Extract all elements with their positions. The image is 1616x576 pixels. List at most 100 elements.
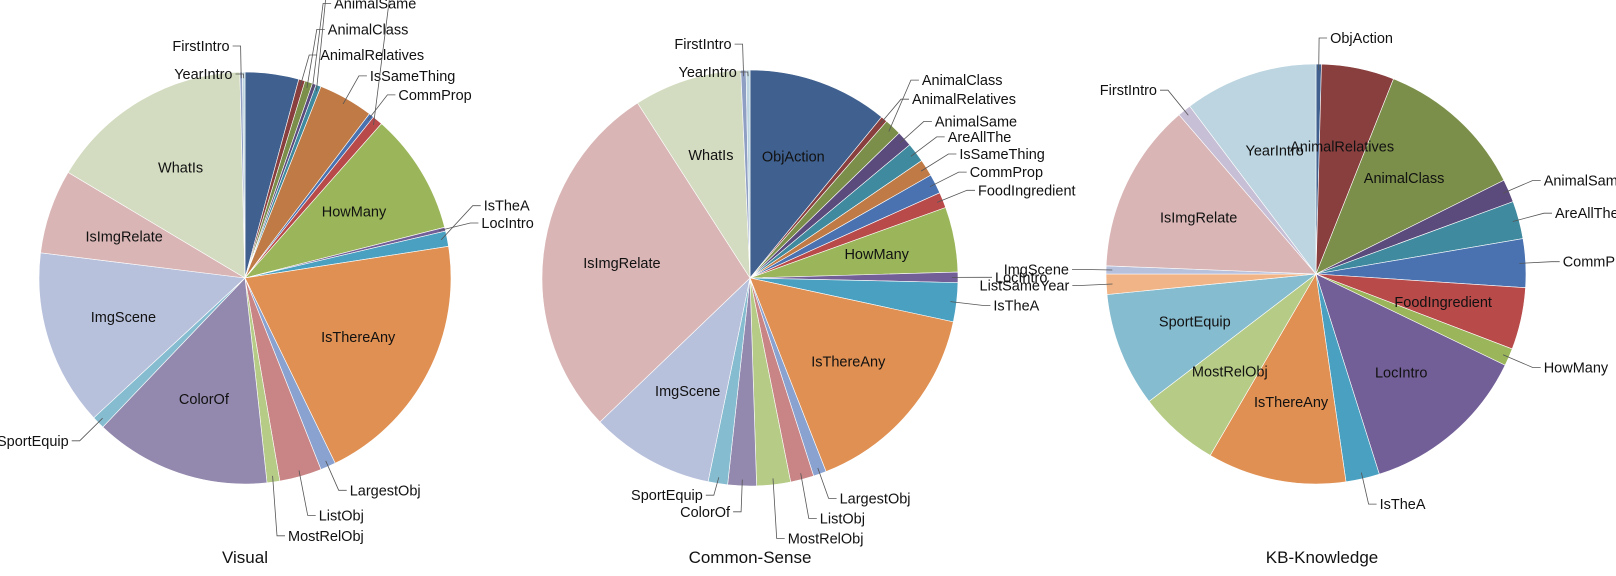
leader-line-animal-relatives bbox=[299, 54, 318, 87]
slice-label-is-the-a: IsTheA bbox=[484, 199, 530, 215]
pie-slice-how-many bbox=[244, 123, 446, 279]
slice-label-most-rel-obj: MostRelObj bbox=[1192, 365, 1268, 381]
pie-slice-what-is bbox=[637, 69, 751, 280]
leader-line-obj-action bbox=[1318, 37, 1328, 71]
leader-line-largest-obj bbox=[817, 467, 837, 499]
slice-label-food-ingredient: FoodIngredient bbox=[978, 183, 1076, 199]
slice-label-animal-relatives: AnimalRelatives bbox=[1290, 139, 1394, 155]
chart-title-kb-knowledge: KB-Knowledge bbox=[1266, 548, 1378, 567]
slice-label-what-is: WhatIs bbox=[158, 161, 203, 177]
slice-label-obj-action: ObjAction bbox=[1330, 31, 1393, 47]
pie-slice-is-there-any bbox=[749, 277, 954, 472]
pie-slice-color-of bbox=[102, 277, 268, 485]
pie-slice-is-there-any bbox=[244, 246, 452, 464]
slice-label-animal-same: AnimalSame bbox=[935, 114, 1017, 130]
pie-slice-what-is bbox=[67, 71, 246, 279]
slice-label-are-all-the: AreAllThe bbox=[948, 130, 1012, 146]
slice-label-is-there-any: IsThereAny bbox=[811, 355, 886, 371]
slice-label-is-img-relate: IsImgRelate bbox=[583, 256, 660, 272]
slice-label-animal-class: AnimalClass bbox=[328, 22, 409, 38]
leader-line-comm-prop bbox=[367, 94, 396, 121]
slice-label-is-same-thing: IsSameThing bbox=[370, 69, 455, 85]
leader-line-comm-prop bbox=[1519, 261, 1560, 264]
slice-label-list-obj: ListObj bbox=[319, 508, 364, 524]
slice-label-comm-prop: CommProp bbox=[1563, 255, 1616, 271]
pie-chart-common-sense: ObjAction AnimalRelatives AnimalClass Anima… bbox=[541, 37, 1076, 548]
slice-label-most-rel-obj: MostRelObj bbox=[788, 532, 864, 548]
slice-label-is-the-a: IsTheA bbox=[1380, 497, 1426, 513]
pie-chart-visual: AnimalRelativesAnimalClassAnimalSameAreA… bbox=[0, 0, 534, 545]
pie-slice-img-scene bbox=[599, 277, 751, 483]
leader-line-sport-equip bbox=[705, 477, 720, 496]
slice-label-loc-intro: LocIntro bbox=[995, 270, 1047, 286]
leader-line-year-intro bbox=[739, 71, 749, 77]
slice-label-largest-obj: LargestObj bbox=[350, 483, 421, 499]
slice-label-animal-class: AnimalClass bbox=[922, 73, 1003, 89]
leader-line-list-obj bbox=[298, 470, 316, 516]
slice-label-img-scene: ImgScene bbox=[655, 384, 720, 400]
slice-label-is-there-any: IsThereAny bbox=[1254, 395, 1329, 411]
leader-line-year-intro bbox=[235, 73, 245, 79]
leader-line-is-the-a bbox=[950, 301, 991, 306]
slice-label-color-of: ColorOf bbox=[179, 392, 230, 408]
leader-line-img-scene bbox=[1072, 268, 1113, 271]
leader-line-animal-same bbox=[311, 3, 332, 90]
slice-label-loc-intro: LocIntro bbox=[481, 216, 533, 232]
leader-line-is-the-a bbox=[1361, 472, 1377, 505]
leader-line-list-same-year bbox=[1072, 283, 1113, 286]
slice-label-are-all-the: AreAllThe bbox=[1555, 206, 1616, 222]
chart-title-common-sense: Common-Sense bbox=[689, 548, 812, 567]
pie-slice-is-img-relate bbox=[541, 102, 751, 423]
slice-label-obj-action: ObjAction bbox=[762, 150, 825, 166]
slice-label-animal-relatives: AnimalRelatives bbox=[320, 48, 424, 64]
leader-line-most-rel-obj bbox=[272, 475, 285, 537]
leader-line-animal-same bbox=[1502, 180, 1541, 194]
leader-line-animal-class bbox=[888, 79, 919, 132]
slice-label-animal-same: AnimalSame bbox=[1544, 174, 1616, 190]
slice-label-is-the-a: IsTheA bbox=[993, 298, 1039, 314]
pie-slice-loc-intro bbox=[1315, 273, 1506, 475]
slice-labels: ObjAction AnimalRelatives AnimalClass Anima… bbox=[980, 31, 1616, 513]
leader-line-first-intro bbox=[734, 43, 744, 77]
leader-line-are-all-the bbox=[1512, 212, 1552, 222]
leader-line-is-the-a bbox=[440, 205, 481, 241]
slice-label-color-of: ColorOf bbox=[680, 505, 731, 521]
slice-label-comm-prop: CommProp bbox=[970, 165, 1043, 181]
slice-label-sport-equip: SportEquip bbox=[0, 434, 69, 450]
leader-line-is-same-thing bbox=[342, 75, 367, 105]
slice-label-is-img-relate: IsImgRelate bbox=[1160, 210, 1237, 226]
slice-label-is-img-relate: IsImgRelate bbox=[86, 230, 163, 246]
pie-slice-year-intro bbox=[745, 69, 751, 279]
chart-title-visual: Visual bbox=[222, 548, 268, 567]
slice-labels: ObjAction AnimalRelatives AnimalClass Anima… bbox=[583, 37, 1075, 547]
slice-label-img-scene: ImgScene bbox=[1004, 262, 1069, 278]
slice-label-first-intro: FirstIntro bbox=[1100, 83, 1157, 99]
leader-line-how-many bbox=[1502, 354, 1541, 368]
slice-label-largest-obj: LargestObj bbox=[840, 491, 911, 507]
pie-slice-year-intro bbox=[1189, 63, 1317, 275]
slice-label-animal-relatives: AnimalRelatives bbox=[912, 92, 1016, 108]
slice-label-what-is: WhatIs bbox=[688, 148, 733, 164]
leader-line-loc-intro bbox=[439, 222, 479, 231]
slice-label-animal-same: AnimalSame bbox=[334, 0, 416, 13]
slice-label-first-intro: FirstIntro bbox=[674, 37, 731, 53]
slice-label-first-intro: FirstIntro bbox=[172, 39, 229, 55]
leader-line-are-all-the bbox=[316, 0, 326, 92]
slice-label-how-many: HowMany bbox=[1544, 361, 1609, 377]
slice-label-list-obj: ListObj bbox=[820, 512, 865, 528]
pie-slice-obj-action bbox=[749, 69, 883, 279]
slice-label-sport-equip: SportEquip bbox=[1159, 315, 1231, 331]
slice-label-year-intro: YearIntro bbox=[678, 65, 736, 81]
leader-line-is-same-thing bbox=[920, 153, 957, 172]
leader-line-most-rel-obj bbox=[772, 478, 785, 539]
pie-slice-sport-equip bbox=[1106, 273, 1318, 402]
leader-line-largest-obj bbox=[325, 460, 347, 491]
pie-slice-animal-class bbox=[1315, 78, 1505, 275]
pie-slice-img-scene bbox=[38, 252, 246, 419]
leader-line-first-intro bbox=[232, 45, 242, 79]
leader-line-list-obj bbox=[800, 473, 817, 519]
slice-label-year-intro: YearIntro bbox=[174, 67, 232, 83]
pie-slice-is-img-relate bbox=[1105, 114, 1317, 275]
